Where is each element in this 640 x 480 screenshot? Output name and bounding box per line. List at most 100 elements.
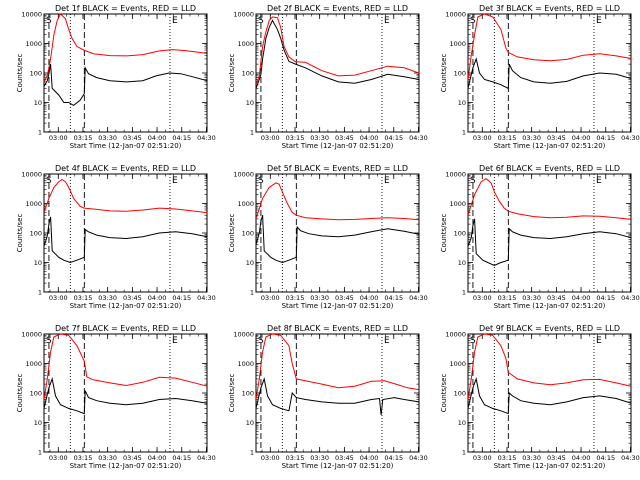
end-marker-label: E xyxy=(172,176,178,186)
x-tick-label: 04:00 xyxy=(148,454,167,462)
end-marker-label: E xyxy=(384,336,390,346)
x-tick-label: 04:00 xyxy=(148,134,167,142)
start-marker-label: S xyxy=(46,16,52,26)
x-tick-label: 03:30 xyxy=(310,294,329,302)
events-series-line xyxy=(256,215,419,264)
y-tick-label: 1000 xyxy=(237,200,254,208)
x-tick-label: 03:45 xyxy=(547,294,566,302)
lld-series-line xyxy=(256,334,419,400)
x-tick-label: 04:15 xyxy=(384,134,403,142)
x-tick-label: 04:00 xyxy=(572,454,591,462)
plot-frame xyxy=(255,173,420,293)
x-axis-label: Start Time (12-Jan-07 02:51:20) xyxy=(70,302,182,310)
y-tick-label: 1000 xyxy=(449,200,466,208)
x-tick-label: 03:30 xyxy=(310,134,329,142)
x-tick-label: 04:30 xyxy=(197,134,216,142)
x-tick-label: 03:00 xyxy=(261,454,280,462)
end-marker-label: E xyxy=(172,336,178,346)
x-tick-label: 03:00 xyxy=(473,454,492,462)
start-marker-label: S xyxy=(46,336,52,346)
plot-frame xyxy=(255,13,420,133)
y-tick-label: 100 xyxy=(30,70,42,78)
start-marker-label: S xyxy=(470,336,476,346)
x-tick-label: 04:15 xyxy=(384,294,403,302)
x-tick-label: 04:30 xyxy=(621,134,640,142)
y-tick-label: 100 xyxy=(30,390,42,398)
x-tick-label: 03:30 xyxy=(310,454,329,462)
y-tick-label: 1 xyxy=(38,449,42,457)
end-marker-label: E xyxy=(596,16,602,26)
x-tick-label: 03:45 xyxy=(335,134,354,142)
x-tick-label: 03:30 xyxy=(522,294,541,302)
x-tick-label: 04:15 xyxy=(172,454,191,462)
lld-series-line xyxy=(468,14,631,80)
x-tick-label: 03:45 xyxy=(335,454,354,462)
x-axis-label: Start Time (12-Jan-07 02:51:20) xyxy=(494,302,606,310)
y-tick-label: 100 xyxy=(454,390,466,398)
y-axis-label: Counts/sec xyxy=(440,214,448,253)
plot-frame xyxy=(43,333,208,453)
panel-title: Det 4f BLACK = Events, RED = LLD xyxy=(55,164,196,173)
x-tick-label: 03:15 xyxy=(74,454,93,462)
x-tick-label: 03:15 xyxy=(498,294,517,302)
y-tick-label: 100 xyxy=(454,230,466,238)
y-tick-label: 100 xyxy=(242,70,254,78)
start-marker-label: S xyxy=(258,176,264,186)
start-marker-label: S xyxy=(470,16,476,26)
events-series-line xyxy=(468,377,631,415)
y-tick-label: 100 xyxy=(30,230,42,238)
start-marker-label: S xyxy=(258,16,264,26)
y-tick-label: 10 xyxy=(246,259,254,267)
y-tick-label: 10000 xyxy=(21,11,42,19)
x-tick-label: 04:15 xyxy=(596,294,615,302)
panel-title: Det 2f BLACK = Events, RED = LLD xyxy=(267,4,408,13)
y-axis-label: Counts/sec xyxy=(16,214,24,253)
y-axis-label: Counts/sec xyxy=(440,374,448,413)
y-tick-label: 1 xyxy=(38,129,42,137)
panel-title: Det 6f BLACK = Events, RED = LLD xyxy=(479,164,620,173)
end-marker-label: E xyxy=(384,16,390,26)
x-tick-label: 03:45 xyxy=(123,134,142,142)
panel-title: Det 1f BLACK = Events, RED = LLD xyxy=(55,4,196,13)
y-tick-label: 10 xyxy=(34,419,42,427)
x-axis-label: Start Time (12-Jan-07 02:51:20) xyxy=(494,142,606,150)
y-tick-label: 10 xyxy=(458,419,466,427)
x-tick-label: 03:15 xyxy=(498,134,517,142)
y-tick-label: 1 xyxy=(250,129,254,137)
events-series-line xyxy=(44,216,207,264)
x-tick-label: 03:15 xyxy=(286,294,305,302)
x-axis-label: Start Time (12-Jan-07 02:51:20) xyxy=(494,462,606,470)
start-marker-label: S xyxy=(470,176,476,186)
x-tick-label: 03:15 xyxy=(286,454,305,462)
x-axis-label: Start Time (12-Jan-07 02:51:20) xyxy=(70,142,182,150)
x-tick-label: 03:00 xyxy=(49,134,68,142)
y-tick-label: 10000 xyxy=(233,331,254,339)
y-tick-label: 100 xyxy=(454,70,466,78)
panel-title: Det 7f BLACK = Events, RED = LLD xyxy=(55,324,196,333)
y-tick-label: 1 xyxy=(250,289,254,297)
y-tick-label: 1000 xyxy=(237,40,254,48)
plot-frame xyxy=(255,333,420,453)
x-tick-label: 03:45 xyxy=(123,454,142,462)
x-tick-label: 03:00 xyxy=(49,294,68,302)
lld-series-line xyxy=(256,16,419,85)
y-tick-label: 10000 xyxy=(233,171,254,179)
x-tick-label: 04:15 xyxy=(172,294,191,302)
y-tick-label: 10000 xyxy=(21,331,42,339)
x-tick-label: 04:30 xyxy=(409,134,428,142)
end-marker-label: E xyxy=(596,176,602,186)
x-tick-label: 03:15 xyxy=(74,294,93,302)
lld-series-line xyxy=(468,177,631,220)
y-axis-label: Counts/sec xyxy=(228,214,236,253)
end-marker-label: E xyxy=(172,16,178,26)
y-tick-label: 1000 xyxy=(449,40,466,48)
x-tick-label: 03:00 xyxy=(473,134,492,142)
x-tick-label: 03:30 xyxy=(98,454,117,462)
end-marker-label: E xyxy=(384,176,390,186)
y-axis-label: Counts/sec xyxy=(228,374,236,413)
x-tick-label: 04:00 xyxy=(360,134,379,142)
x-tick-label: 03:30 xyxy=(522,134,541,142)
x-tick-label: 03:00 xyxy=(473,294,492,302)
y-tick-label: 1000 xyxy=(237,360,254,368)
